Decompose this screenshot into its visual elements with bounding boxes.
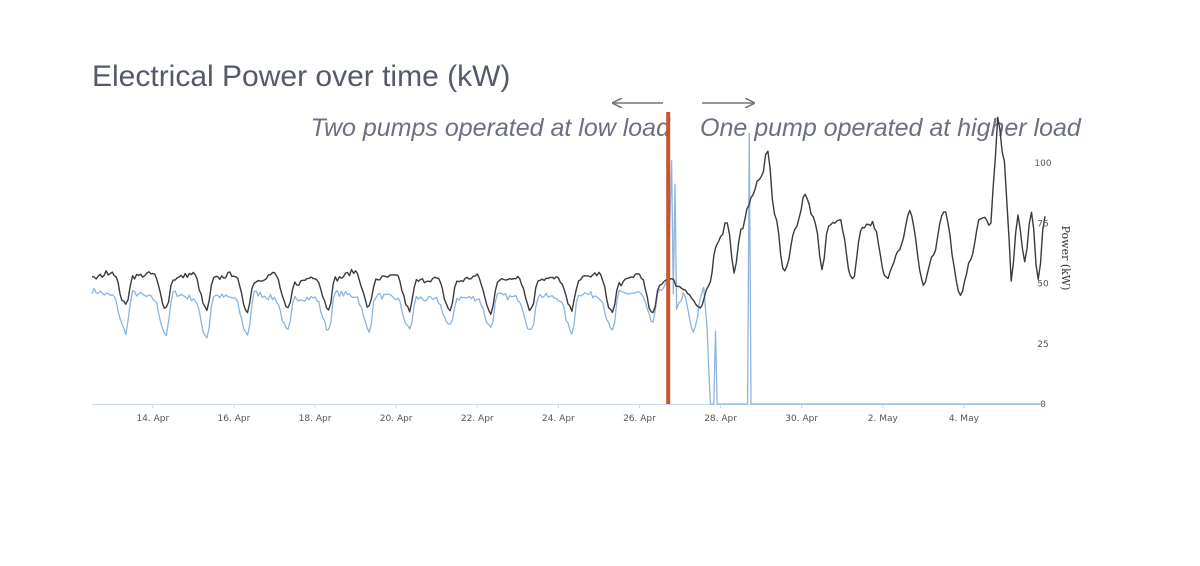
x-tick-label: 30. Apr [785,414,818,424]
series-line-blue [91,132,1045,405]
annotation-one-pump: One pump operated at higher load [700,114,1081,142]
annotation-two-pumps: Two pumps operated at low load [310,114,670,142]
x-tick-label: 22. Apr [461,414,494,424]
x-tick-label: 14. Apr [136,414,169,424]
x-tick-label: 4. May [949,414,980,424]
series-line-dark [91,116,1046,315]
x-tick-label: 18. Apr [299,414,332,424]
series-layer [91,116,1046,405]
x-axis: 14. Apr 16. Apr 18. Apr 20. Apr 22. Apr 24. A… [92,404,1045,424]
y-axis-label: Power (kW) [1059,226,1072,291]
x-tick-label: 20. Apr [380,414,413,424]
x-tick-label: 28. Apr [704,414,737,424]
y-tick-label: 50 [1037,280,1049,290]
x-tick-label: 16. Apr [218,414,251,424]
y-tick-label: 100 [1034,159,1051,169]
x-tick-label: 24. Apr [542,414,575,424]
y-tick-label: 25 [1037,340,1048,350]
x-tick-label: 26. Apr [623,414,656,424]
chart-title: Electrical Power over time (kW) [92,60,511,93]
y-tick-label: 0 [1040,400,1046,410]
x-tick-label: 2. May [868,414,899,424]
